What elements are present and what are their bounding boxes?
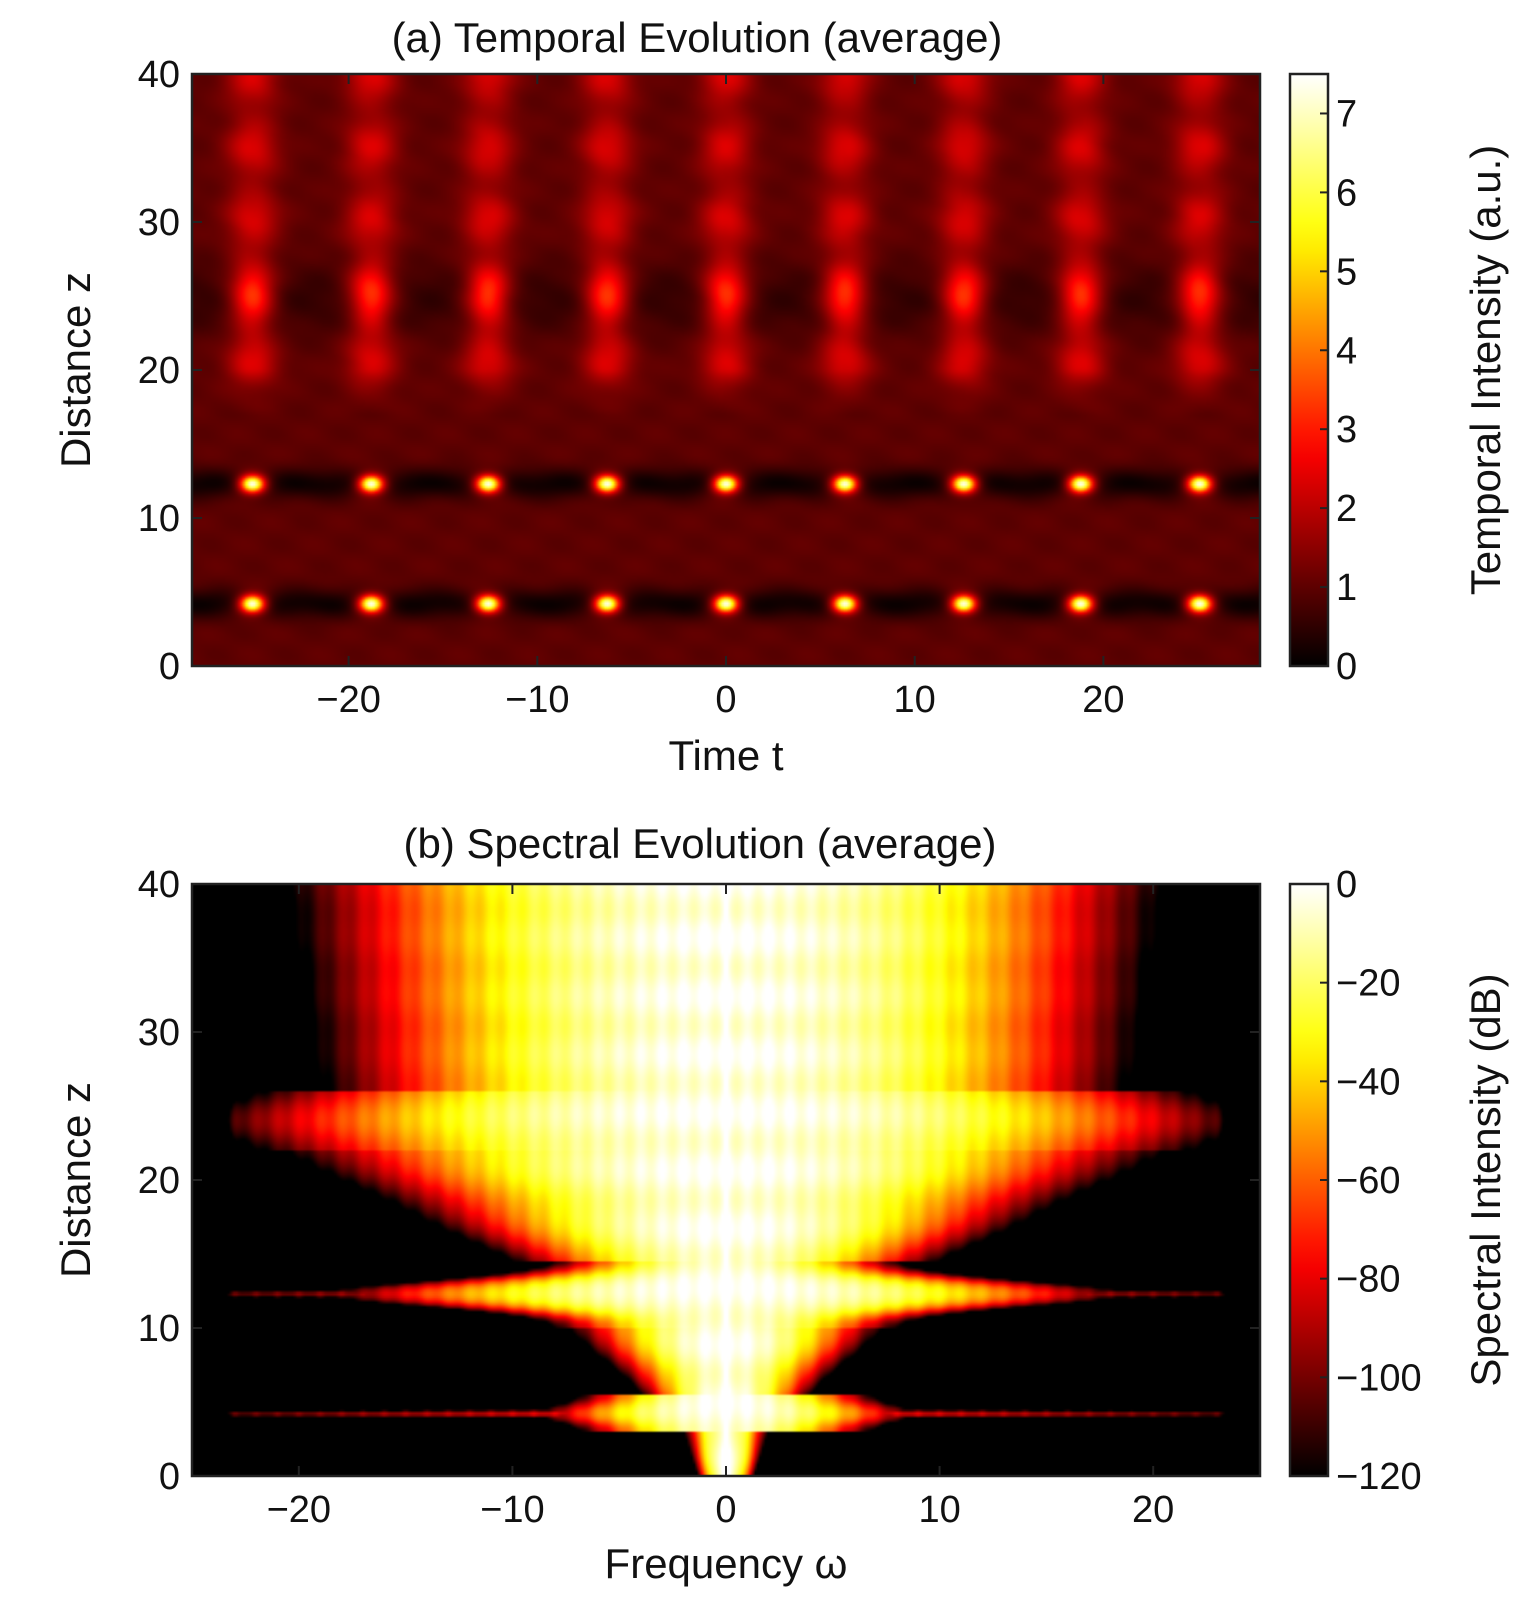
temporal-colorbar-frame <box>1288 72 1330 668</box>
spectral-colorbar-ticks: 0 −20 −40 −60 −80 −100 −120 <box>1320 864 1422 1498</box>
colorbar-tick-label: −80 <box>1336 1259 1400 1301</box>
temporal-heatmap <box>192 74 1260 666</box>
temporal-colorbar <box>1290 74 1328 666</box>
x-tick-label: −10 <box>480 1489 544 1531</box>
colorbar-tick-label: 1 <box>1336 567 1357 609</box>
x-tick-label: 10 <box>918 1489 960 1531</box>
y-tick-label: 20 <box>138 1160 180 1202</box>
temporal-y-ticks: 0 10 20 30 40 <box>138 54 1260 688</box>
temporal-colorbar-ticks: 0 1 2 3 4 5 6 7 <box>1320 93 1357 688</box>
temporal-colorbar-label: Temporal Intensity (a.u.) <box>1462 145 1509 596</box>
colorbar-tick-label: 2 <box>1336 488 1357 530</box>
x-tick-label: −10 <box>505 679 569 721</box>
x-tick-label: 20 <box>1082 679 1124 721</box>
temporal-x-ticks: −20 −10 0 10 20 <box>316 74 1125 721</box>
colorbar-tick-label: 0 <box>1336 864 1357 906</box>
spectral-x-axis-label: Frequency ω <box>605 1540 848 1587</box>
y-tick-label: 40 <box>138 54 180 96</box>
x-tick-label: 0 <box>715 679 736 721</box>
temporal-x-axis-label: Time t <box>668 732 783 779</box>
panel-b-title: (b) Spectral Evolution (average) <box>404 820 997 867</box>
colorbar-tick-label: −20 <box>1336 963 1400 1005</box>
y-tick-label: 0 <box>159 1456 180 1498</box>
y-tick-label: 30 <box>138 202 180 244</box>
colorbar-tick-label: 0 <box>1336 646 1357 688</box>
colorbar-tick-label: 7 <box>1336 93 1357 135</box>
y-tick-label: 30 <box>138 1012 180 1054</box>
spectral-y-axis-label: Distance z <box>52 1082 99 1278</box>
colorbar-tick-label: 4 <box>1336 330 1357 372</box>
colorbar-tick-label: −60 <box>1336 1160 1400 1202</box>
spectral-x-ticks: −20 −10 0 10 20 <box>267 884 1174 1531</box>
temporal-y-axis-label: Distance z <box>52 272 99 468</box>
x-tick-label: −20 <box>267 1489 331 1531</box>
x-tick-label: 10 <box>894 679 936 721</box>
y-tick-label: 10 <box>138 1308 180 1350</box>
colorbar-tick-label: 6 <box>1336 172 1357 214</box>
spectral-colorbar-label: Spectral Intensity (dB) <box>1462 973 1509 1386</box>
x-tick-label: −20 <box>316 679 380 721</box>
colorbar-tick-label: −40 <box>1336 1061 1400 1103</box>
y-tick-label: 0 <box>159 646 180 688</box>
x-tick-label: 0 <box>715 1489 736 1531</box>
colorbar-tick-label: −120 <box>1336 1456 1422 1498</box>
y-tick-label: 40 <box>138 864 180 906</box>
x-tick-label: 20 <box>1132 1489 1174 1531</box>
spectral-heatmap <box>192 884 1260 1476</box>
panel-spectral: (b) Spectral Evolution (average) −20 −10 0… <box>52 820 1509 1587</box>
colorbar-tick-label: 5 <box>1336 251 1357 293</box>
panel-a-title: (a) Temporal Evolution (average) <box>392 14 1003 61</box>
y-tick-label: 10 <box>138 498 180 540</box>
colorbar-tick-label: −100 <box>1336 1357 1422 1399</box>
spectral-y-ticks: 0 10 20 30 40 <box>138 864 1260 1498</box>
y-tick-label: 20 <box>138 350 180 392</box>
colorbar-tick-label: 3 <box>1336 409 1357 451</box>
panel-temporal: (a) Temporal Evolution (average) −20 −10 0… <box>52 14 1509 779</box>
